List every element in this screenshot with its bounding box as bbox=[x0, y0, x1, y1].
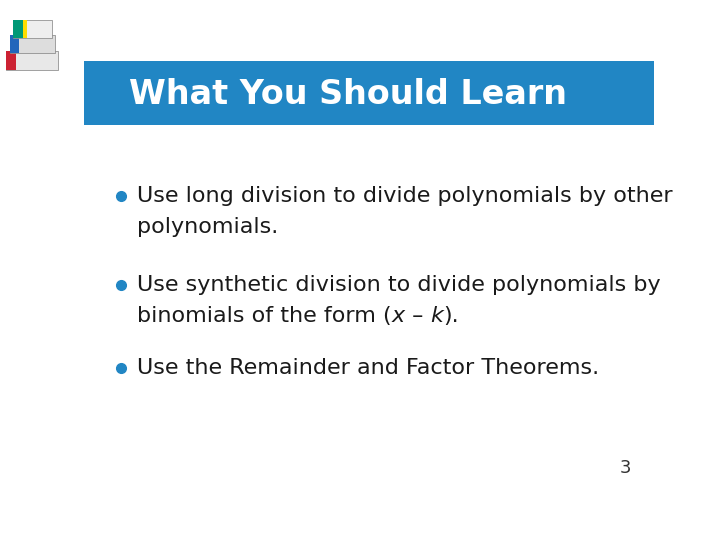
Text: ).: ). bbox=[444, 306, 459, 326]
Text: polynomials.: polynomials. bbox=[138, 217, 279, 237]
Text: What You Should Learn: What You Should Learn bbox=[129, 78, 567, 111]
Polygon shape bbox=[10, 35, 55, 53]
Text: k: k bbox=[431, 306, 444, 326]
Text: 3: 3 bbox=[620, 459, 631, 477]
Polygon shape bbox=[13, 19, 23, 38]
Text: Use synthetic division to divide polynomials by: Use synthetic division to divide polynom… bbox=[138, 275, 661, 295]
Text: binomials of the form (: binomials of the form ( bbox=[138, 306, 392, 326]
FancyBboxPatch shape bbox=[84, 60, 654, 125]
Polygon shape bbox=[10, 35, 19, 53]
Polygon shape bbox=[6, 51, 17, 71]
Polygon shape bbox=[6, 51, 58, 71]
Text: –: – bbox=[405, 306, 431, 326]
Text: Use long division to divide polynomials by other: Use long division to divide polynomials … bbox=[138, 186, 673, 206]
Text: x: x bbox=[392, 306, 405, 326]
Text: Use the Remainder and Factor Theorems.: Use the Remainder and Factor Theorems. bbox=[138, 359, 600, 379]
Polygon shape bbox=[23, 19, 27, 38]
Polygon shape bbox=[13, 19, 52, 38]
